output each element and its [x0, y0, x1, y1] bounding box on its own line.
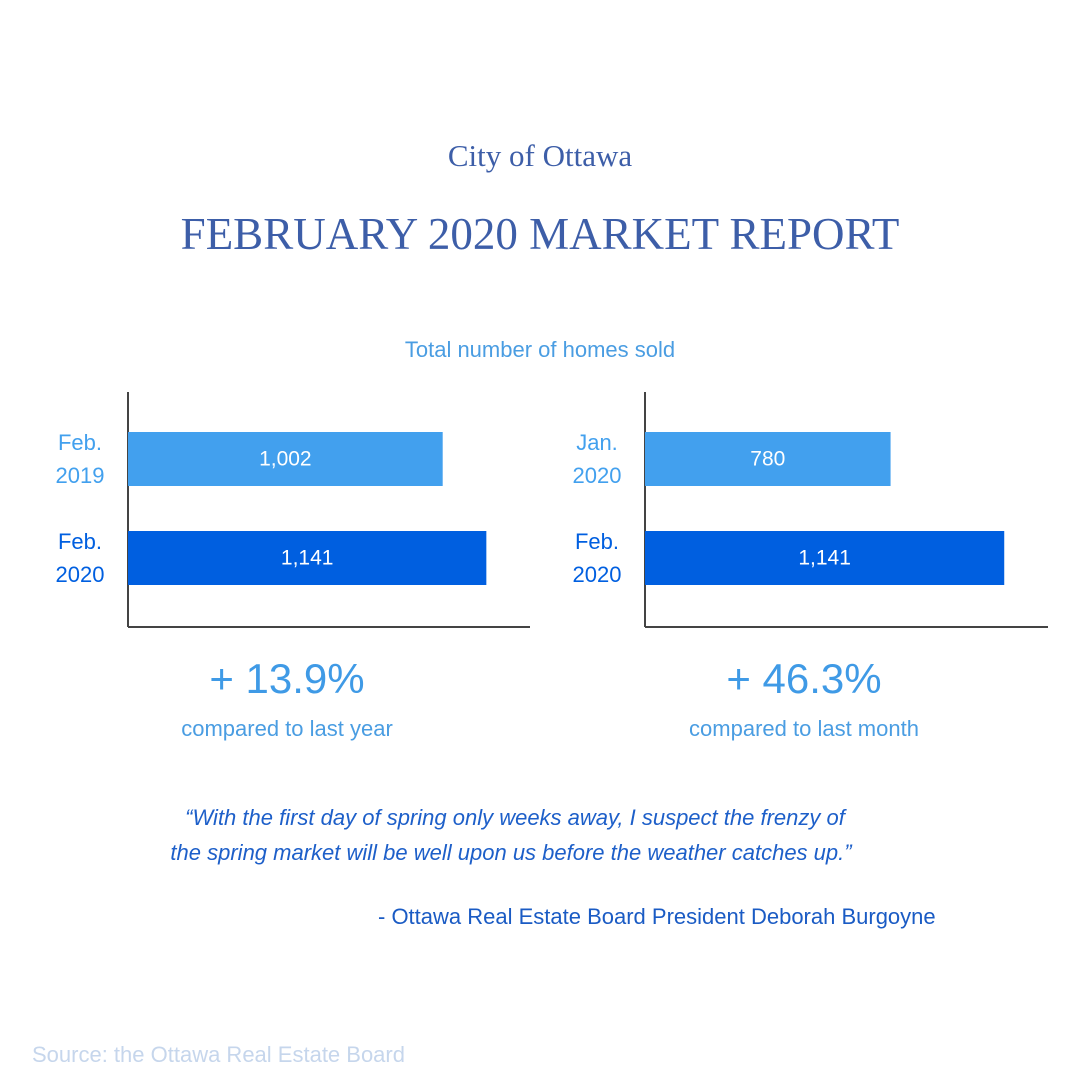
city: City of Ottawa	[447, 138, 633, 173]
bar	[645, 432, 891, 486]
category-label: Feb. 2019	[55, 430, 105, 488]
stat-change: + 13.9%	[209, 655, 365, 702]
value-label: 1,141	[281, 547, 334, 570]
value-label: 1,002	[259, 448, 312, 471]
bar	[645, 531, 1005, 585]
quote-line: the spring market will be well upon us b…	[170, 840, 852, 865]
subtitle: Total number of homes sold	[404, 337, 676, 362]
quote-line: “With the first day of spring only weeks…	[185, 805, 845, 830]
stat-label: compared to last year	[181, 716, 393, 741]
title: FEBRUARY 2020 MARKET REPORT	[180, 209, 900, 259]
stat-change: + 46.3%	[726, 655, 882, 702]
bar	[128, 432, 443, 486]
value-label: 780	[750, 448, 785, 471]
value-label: 1,141	[798, 547, 851, 570]
source: Source: the Ottawa Real Estate Board	[32, 1042, 405, 1067]
category-label: Jan. 2020	[572, 430, 622, 488]
category-label: Feb. 2020	[55, 529, 105, 587]
stat-label: compared to last month	[689, 716, 919, 741]
attribution: - Ottawa Real Estate Board President Deb…	[378, 904, 936, 929]
bar	[128, 531, 487, 585]
category-label: Feb. 2020	[572, 529, 622, 587]
